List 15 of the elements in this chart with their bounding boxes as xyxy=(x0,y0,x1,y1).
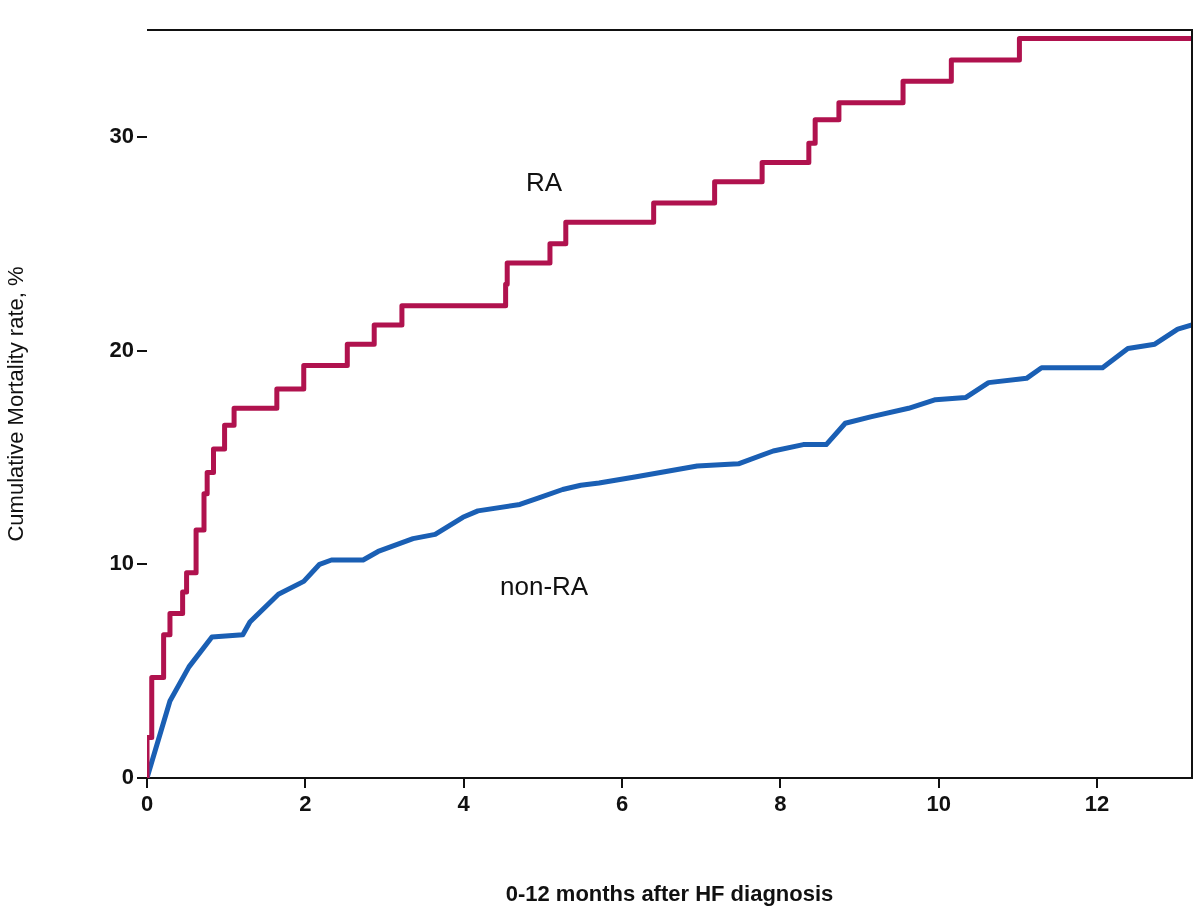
y-tick-label: 0 xyxy=(121,764,134,790)
x-tick-label: 6 xyxy=(615,791,629,817)
y-tick-label: 30 xyxy=(109,122,134,148)
y-tick-label: 10 xyxy=(109,550,134,576)
x-tick-label: 10 xyxy=(926,791,951,817)
y-axis-title: Cumulative Mortality rate, % xyxy=(3,266,29,542)
x-tick-label: 8 xyxy=(774,791,787,817)
x-axis-title: 0-12 months after HF diagnosis xyxy=(505,880,834,906)
text: non-RA xyxy=(500,571,589,602)
x-tick-label: 12 xyxy=(1084,791,1110,817)
x-tick-label: 4 xyxy=(457,791,471,817)
y-tick-label: 20 xyxy=(109,336,134,362)
series-label: RA xyxy=(526,167,563,198)
x-tick-label: 0 xyxy=(140,791,154,817)
x-tick-label: 2 xyxy=(299,791,312,817)
